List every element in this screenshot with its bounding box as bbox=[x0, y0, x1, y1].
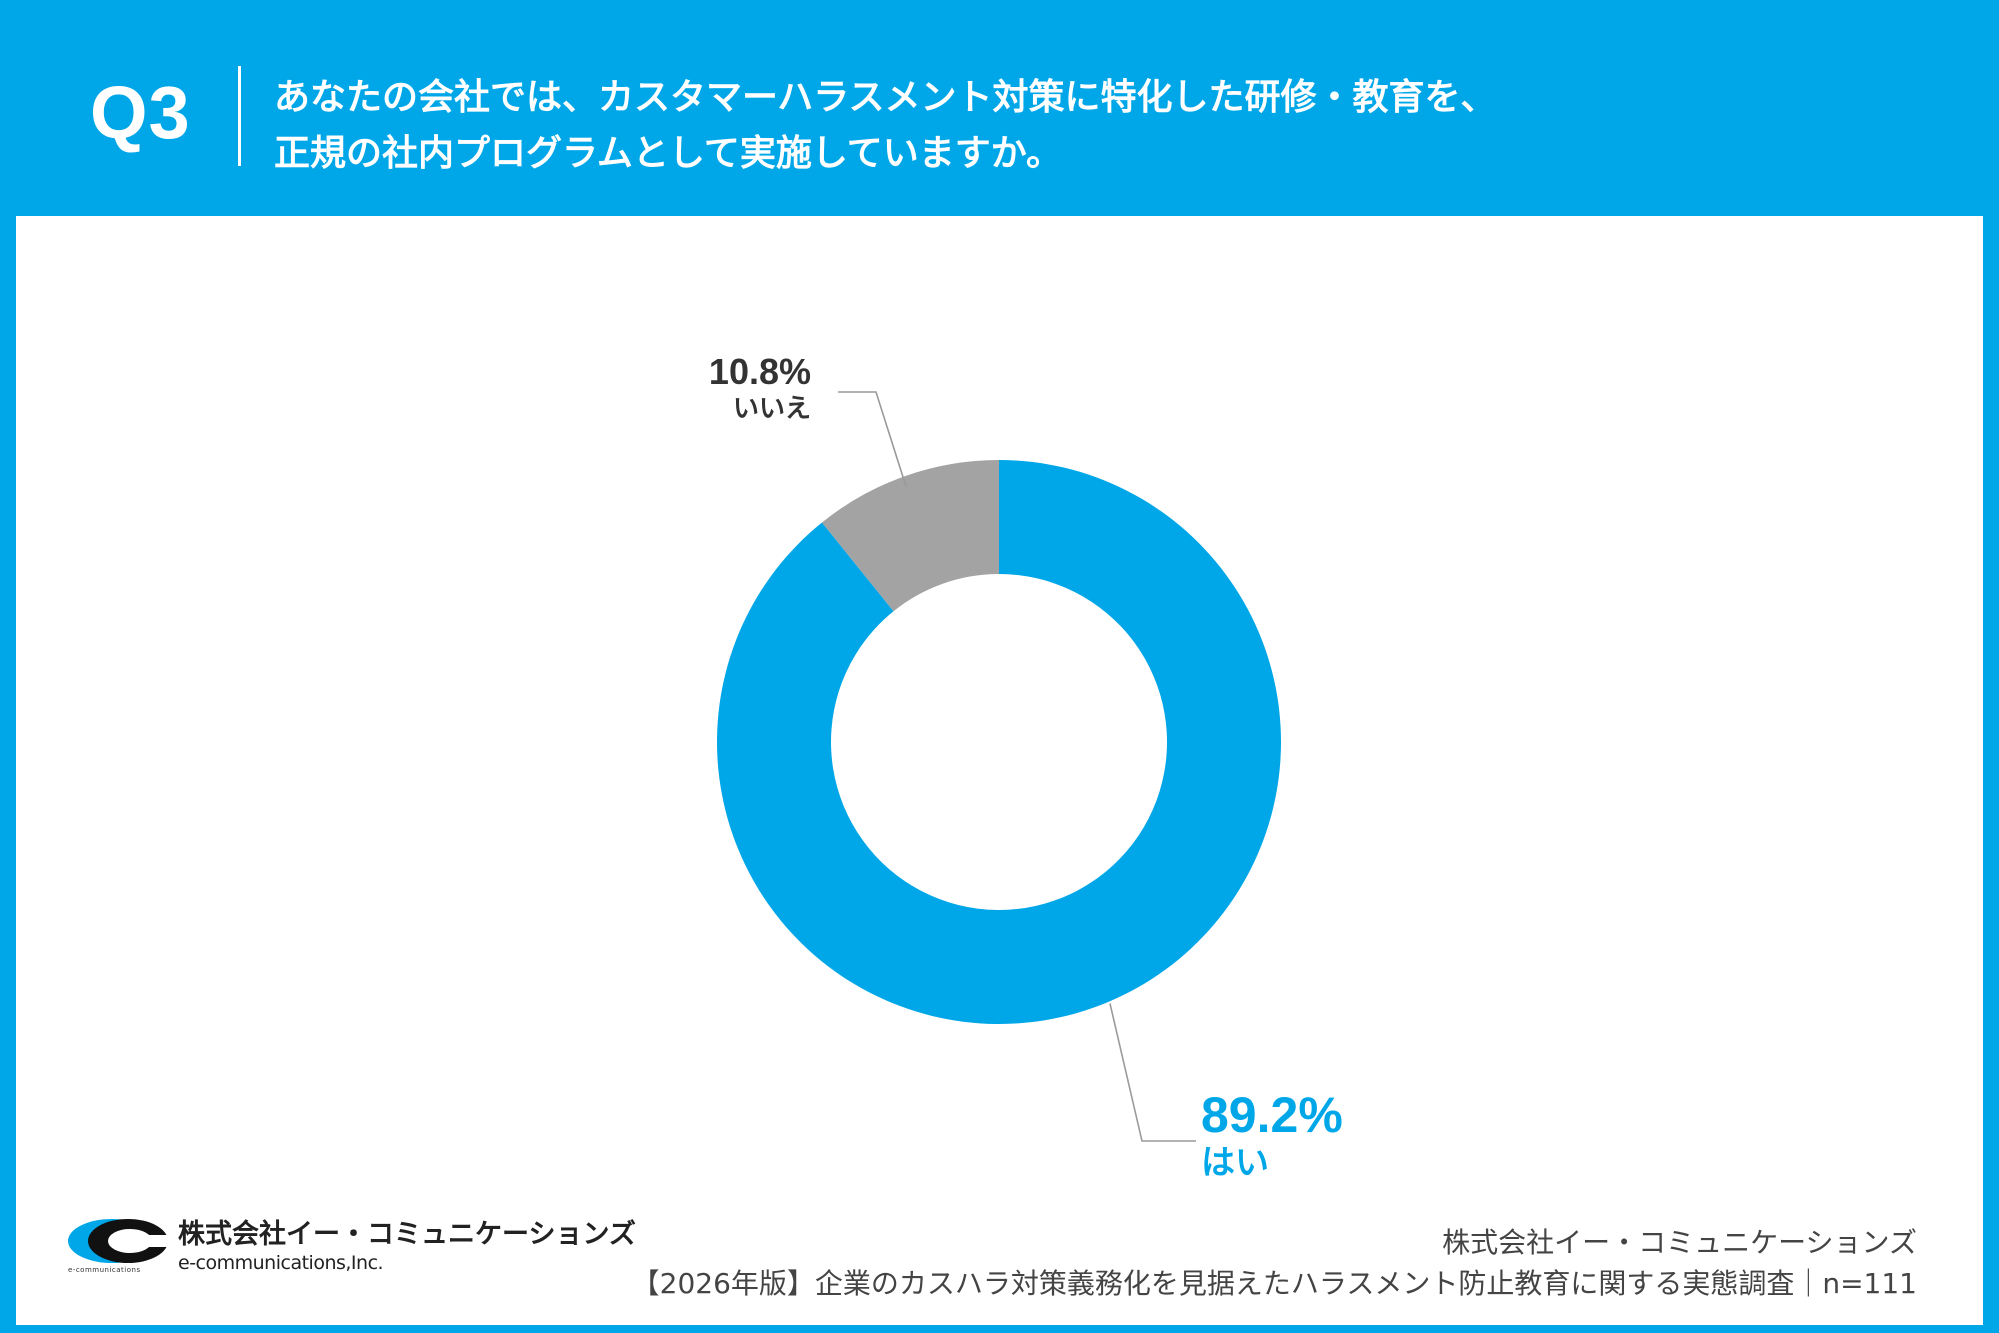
value-label-no: 10.8% bbox=[709, 351, 811, 392]
question-line-2: 正規の社内プログラムとして実施していますか。 bbox=[274, 133, 1063, 174]
donut-slice-no bbox=[821, 460, 999, 612]
question-number: Q3 bbox=[90, 71, 191, 154]
donut-slice-yes bbox=[716, 460, 1281, 1024]
logo-tagline: e-communications bbox=[68, 1266, 141, 1274]
chart-panel: 89.2% はい 10.8% いいえ 株式会社イー・コミュニケーションズ e-comm… bbox=[16, 216, 1983, 1325]
donut-chart: 89.2%はい 10.8%いいえ bbox=[709, 351, 1343, 1183]
logo-company-ja: 株式会社イー・コミュニケーションズ bbox=[178, 1219, 636, 1250]
leader-line-yes bbox=[1109, 1003, 1196, 1142]
header-divider bbox=[238, 66, 241, 166]
leader-line-no bbox=[838, 391, 907, 487]
logo-company-en: e-communications,Inc. bbox=[178, 1252, 384, 1274]
question-line-1: あなたの会社では、カスタマーハラスメント対策に特化した研修・教育を、 bbox=[274, 77, 1497, 118]
logo-mark-icon bbox=[68, 1219, 172, 1263]
survey-title: 【2026年版】企業のカスハラ対策義務化を見据えたハラスメント防止教育に関する実… bbox=[631, 1267, 1917, 1300]
category-label-yes: はい bbox=[1201, 1143, 1269, 1183]
credit-company: 株式会社イー・コミュニケーションズ bbox=[1442, 1226, 1917, 1259]
header-banner: Q3 あなたの会社では、カスタマーハラスメント対策に特化した研修・教育を、 正規… bbox=[0, 0, 1999, 215]
value-label-yes: 89.2% bbox=[1201, 1087, 1343, 1143]
company-logo: 株式会社イー・コミュニケーションズ e-communications,Inc. … bbox=[66, 1210, 636, 1280]
source-credit: 株式会社イー・コミュニケーションズ 【2026年版】企業のカスハラ対策義務化を見… bbox=[632, 1222, 1917, 1304]
question-text: あなたの会社では、カスタマーハラスメント対策に特化した研修・教育を、 正規の社内… bbox=[274, 70, 1497, 182]
category-label-no: いいえ bbox=[733, 394, 811, 424]
